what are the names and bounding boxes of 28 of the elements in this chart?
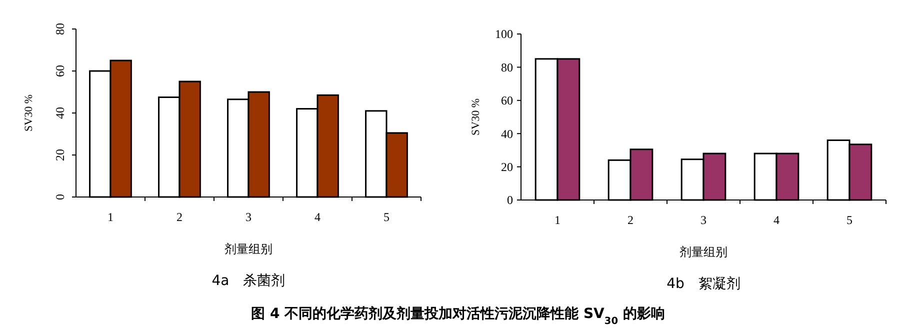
y-tick-label: 100 (495, 27, 513, 42)
y-tick-label: 0 (507, 193, 513, 208)
y-tick-label: 60 (53, 65, 67, 77)
x-tick-label: 3 (700, 213, 706, 227)
x-tick-label: 5 (846, 213, 852, 227)
y-tick-label: 80 (53, 23, 67, 35)
x-tick-label: 1 (554, 213, 560, 227)
x-tick-label: 4 (774, 213, 780, 227)
y-tick-label: 80 (501, 60, 513, 74)
y-axis-title: SV30 % (470, 98, 482, 136)
x-tick-label: 3 (246, 210, 252, 224)
text: 4a 杀菌剂 (212, 273, 286, 289)
x-tick-label: 2 (628, 213, 634, 227)
y-tick-label: 60 (501, 94, 513, 108)
x-axis-title: 剂量组别 (680, 245, 728, 259)
caption: 图 4 不同的化学药剂及剂量投加对活性污泥沉降性能 SV$_{30}$ 的影响 (251, 305, 665, 326)
y-tick-label: 20 (53, 149, 67, 161)
y-tick-label: 20 (501, 160, 513, 174)
y-axis-title: SV30 % (23, 94, 35, 132)
y-tick-label: 40 (53, 107, 67, 119)
x-tick-label: 5 (384, 210, 390, 224)
text: 4b 絮凝剂 (666, 276, 740, 292)
x-tick-label: 2 (176, 210, 182, 224)
y-tick-label: 40 (501, 126, 513, 141)
x-tick-label: 4 (314, 210, 320, 224)
y-tick-label: 0 (53, 194, 67, 200)
x-tick-label: 1 (108, 210, 114, 224)
x-axis-title: 剂量组别 (224, 242, 272, 256)
